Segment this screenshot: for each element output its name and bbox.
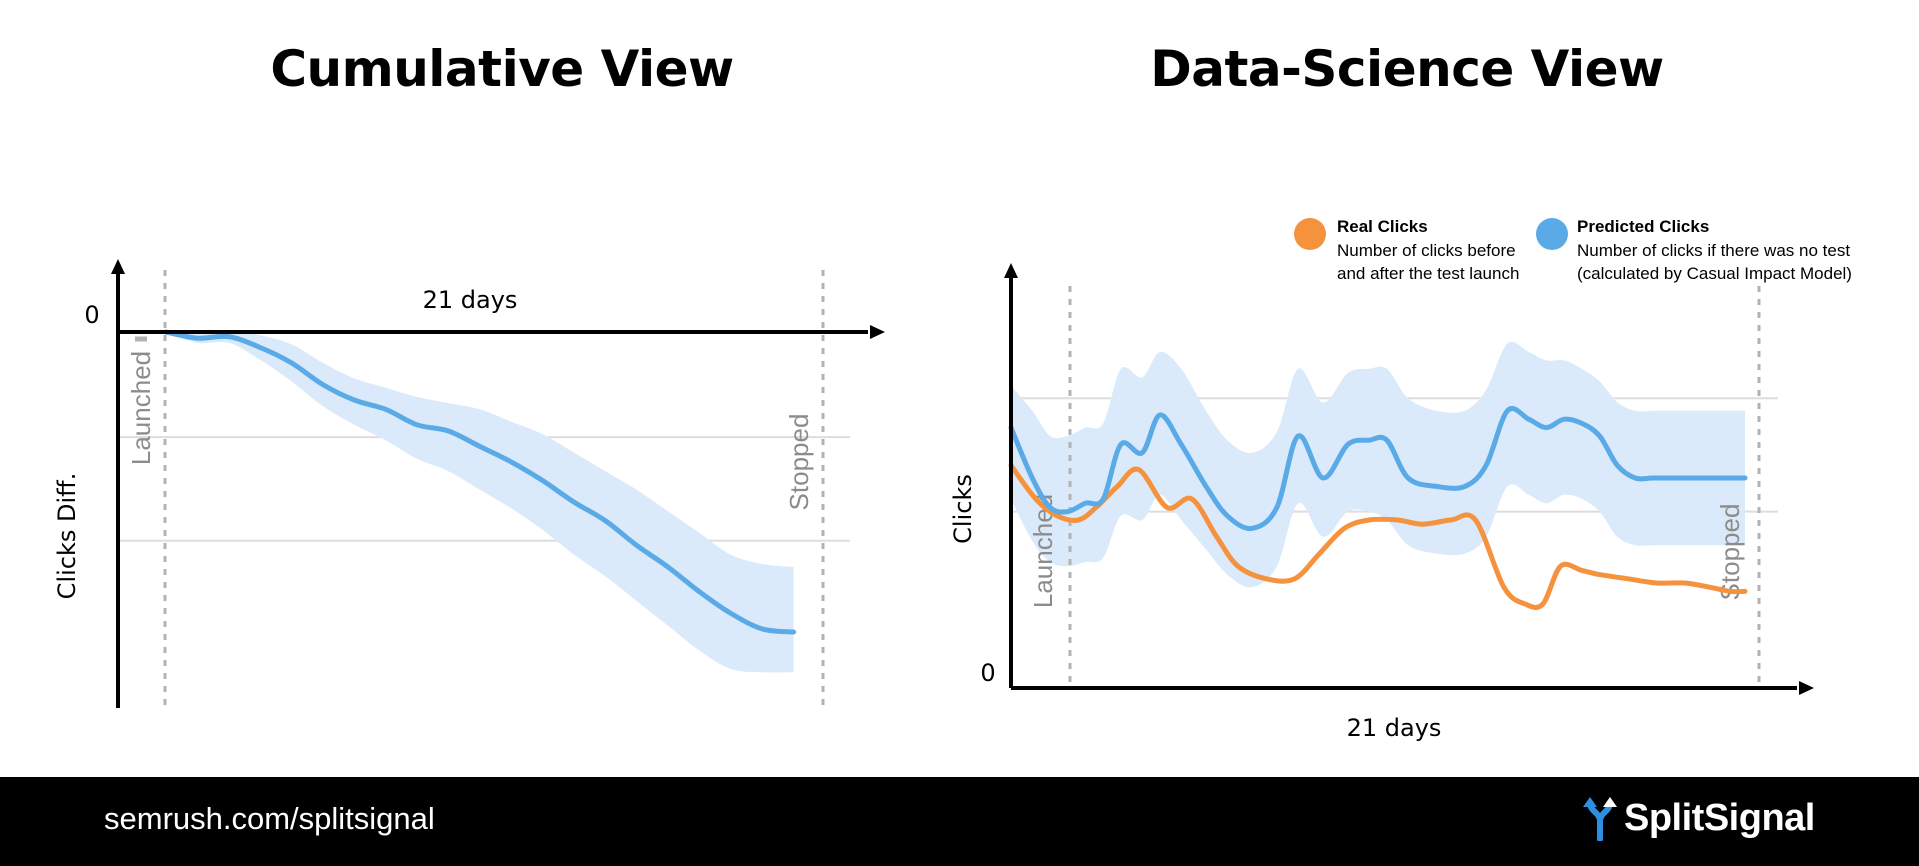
legend-swatch xyxy=(1294,218,1326,250)
split-arrows-icon xyxy=(1583,797,1617,841)
legend-swatch xyxy=(1536,218,1568,250)
x-axis-label: 21 days xyxy=(1347,714,1442,742)
footer-bar: semrush.com/splitsignal SplitSignal xyxy=(0,777,1919,866)
legend-description: Number of clicks before xyxy=(1337,241,1516,260)
y-axis-arrow xyxy=(1004,263,1018,278)
y-axis-label: Clicks xyxy=(949,474,977,544)
chart-legend: Real Clicks Number of clicks before and af… xyxy=(1294,217,1852,283)
real-clicks-line xyxy=(1008,462,1748,611)
y-axis-label: Clicks Diff. xyxy=(53,473,81,600)
y-tick-zero: 0 xyxy=(980,659,995,687)
stopped-label: Stopped xyxy=(784,414,814,511)
brand-name: SplitSignal xyxy=(1624,796,1815,839)
brand-logo[interactable]: SplitSignal xyxy=(1580,795,1815,841)
confidence-band xyxy=(166,330,794,673)
data-science-view-title: Data-Science View xyxy=(1150,40,1664,98)
footer-url-link[interactable]: semrush.com/splitsignal xyxy=(104,801,435,836)
y-tick-zero: 0 xyxy=(84,301,99,329)
legend-description: (calculated by Casual Impact Model) xyxy=(1577,264,1852,283)
launched-label: Launched xyxy=(126,351,156,465)
y-axis-arrow xyxy=(111,259,125,274)
legend-description: and after the test launch xyxy=(1337,264,1519,283)
legend-name: Real Clicks xyxy=(1337,217,1428,236)
predicted-clicks-line xyxy=(1008,405,1748,532)
x-axis-arrow xyxy=(1799,681,1814,695)
cumulative-series-line xyxy=(163,329,797,635)
confidence-band xyxy=(1011,341,1745,588)
legend-description: Number of clicks if there was no test xyxy=(1577,241,1850,260)
legend-name: Predicted Clicks xyxy=(1577,217,1709,236)
cumulative-view-title: Cumulative View xyxy=(270,40,734,98)
x-axis-label: 21 days xyxy=(423,286,518,314)
x-axis-arrow xyxy=(870,325,885,339)
stopped-label: Stopped xyxy=(1715,504,1745,601)
charts-canvas: Launched Stopped 0 21 days Clicks Diff. Laun… xyxy=(53,217,1852,742)
cumulative-chart: Launched Stopped 0 21 days Clicks Diff. xyxy=(53,259,885,708)
